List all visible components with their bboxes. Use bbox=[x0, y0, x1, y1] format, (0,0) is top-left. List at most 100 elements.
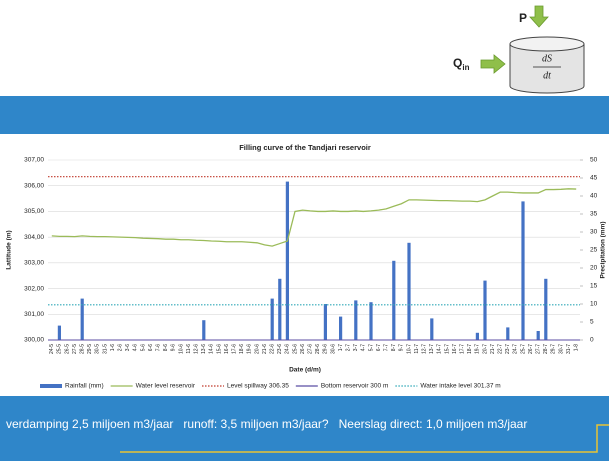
q-label: Qin bbox=[453, 56, 470, 72]
y2-tick-label: 35 bbox=[590, 211, 598, 218]
rain-bar bbox=[475, 332, 479, 340]
x-tick-label: 14-7 bbox=[437, 344, 443, 354]
rain-bar bbox=[536, 331, 540, 340]
x-tick-label: 22-6 bbox=[270, 344, 276, 354]
q-arrow bbox=[480, 54, 506, 74]
y-tick-label: 307,00 bbox=[24, 157, 44, 164]
x-tick-label: 23-6 bbox=[277, 344, 283, 354]
x-tick-label: 8-6 bbox=[163, 344, 169, 351]
rain-bar bbox=[392, 260, 396, 340]
rain-bar bbox=[354, 300, 358, 340]
rain-bar bbox=[506, 327, 510, 340]
x-tick-label: 25-6 bbox=[292, 344, 298, 354]
x-tick-label: 11-6 bbox=[186, 344, 192, 354]
x-tick-label: 31-7 bbox=[566, 344, 572, 354]
fraction-numerator: dS bbox=[542, 53, 552, 64]
x-tick-label: 21-7 bbox=[490, 344, 496, 354]
x-tick-label: 29-6 bbox=[323, 344, 329, 354]
x-tick-label: 16-7 bbox=[452, 344, 458, 354]
x-tick-label: 25-7 bbox=[520, 344, 526, 354]
x-tick-label: 10-7 bbox=[406, 344, 412, 354]
x-axis-title: Date (d/m) bbox=[289, 367, 321, 374]
reservoir-top bbox=[509, 36, 585, 52]
y2-tick-label: 0 bbox=[590, 337, 594, 344]
x-tick-label: 24-5 bbox=[49, 344, 55, 354]
q-subscript: in bbox=[462, 63, 469, 72]
x-tick-label: 26-7 bbox=[528, 344, 534, 354]
y-tick-label: 301,00 bbox=[24, 311, 44, 318]
x-tick-label: 26-5 bbox=[64, 344, 70, 354]
x-tick-label: 6-7 bbox=[376, 344, 382, 351]
footer-band bbox=[0, 396, 609, 461]
x-tick-label: 22-7 bbox=[498, 344, 504, 354]
x-tick-label: 19-7 bbox=[475, 344, 481, 354]
x-tick-label: 3-7 bbox=[353, 344, 359, 351]
footer-text: verdamping 2,5 miljoen m3/jaar runoff: 3… bbox=[6, 417, 527, 431]
x-tick-label: 20-7 bbox=[482, 344, 488, 354]
x-tick-label: 12-6 bbox=[194, 344, 200, 354]
x-tick-label: 15-7 bbox=[444, 344, 450, 354]
y-tick-label: 302,00 bbox=[24, 285, 44, 292]
x-tick-label: 15-6 bbox=[216, 344, 222, 354]
rain-bar bbox=[369, 302, 373, 340]
x-tick-label: 30-5 bbox=[95, 344, 101, 354]
legend-swatch bbox=[40, 384, 62, 388]
q-text: Q bbox=[453, 56, 462, 70]
y-tick-label: 300,00 bbox=[24, 337, 44, 344]
rain-bar bbox=[270, 298, 274, 340]
x-tick-label: 30-7 bbox=[558, 344, 564, 354]
rain-bar bbox=[323, 304, 327, 340]
x-tick-label: 5-7 bbox=[368, 344, 374, 351]
x-tick-label: 19-6 bbox=[247, 344, 253, 354]
x-tick-label: 1-7 bbox=[338, 344, 344, 351]
legend-label: Water intake level 301.37 m bbox=[420, 383, 500, 390]
x-tick-label: 29-7 bbox=[551, 344, 557, 354]
x-tick-label: 3-6 bbox=[125, 344, 131, 351]
x-tick-label: 17-6 bbox=[232, 344, 238, 354]
x-tick-label: 17-7 bbox=[460, 344, 466, 354]
rain-bar bbox=[202, 320, 206, 340]
y-tick-label: 304,00 bbox=[24, 234, 44, 241]
p-label: P bbox=[519, 11, 527, 25]
x-tick-label: 20-6 bbox=[254, 344, 260, 354]
x-tick-label: 31-5 bbox=[102, 344, 108, 354]
y2-tick-label: 30 bbox=[590, 229, 598, 236]
x-tick-label: 21-6 bbox=[262, 344, 268, 354]
x-tick-label: 27-6 bbox=[308, 344, 314, 354]
rain-bar bbox=[544, 278, 548, 340]
x-tick-label: 8-7 bbox=[391, 344, 397, 351]
x-tick-label: 4-6 bbox=[133, 344, 139, 351]
x-tick-label: 2-6 bbox=[118, 344, 124, 351]
x-tick-label: 9-7 bbox=[399, 344, 405, 351]
x-tick-label: 7-7 bbox=[384, 344, 390, 351]
x-tick-label: 29-5 bbox=[87, 344, 93, 354]
rain-bar bbox=[278, 278, 282, 340]
x-tick-label: 6-6 bbox=[148, 344, 154, 351]
y2-tick-label: 45 bbox=[590, 175, 598, 182]
water-level-line bbox=[51, 188, 577, 247]
y2-tick-label: 5 bbox=[590, 319, 594, 326]
rain-bar bbox=[57, 325, 61, 340]
footer-accent bbox=[120, 424, 609, 453]
rain-bar bbox=[483, 280, 487, 340]
y2-tick-label: 40 bbox=[590, 193, 598, 200]
x-tick-label: 23-7 bbox=[505, 344, 511, 354]
fraction-denominator: dt bbox=[543, 70, 551, 81]
y2-tick-label: 50 bbox=[590, 157, 598, 164]
x-tick-label: 12-7 bbox=[422, 344, 428, 354]
y-tick-label: 303,00 bbox=[24, 260, 44, 267]
x-tick-label: 11-7 bbox=[414, 344, 420, 354]
header-band bbox=[0, 96, 609, 134]
x-tick-label: 28-6 bbox=[315, 344, 321, 354]
x-tick-label: 2-7 bbox=[346, 344, 352, 351]
x-tick-label: 13-7 bbox=[429, 344, 435, 354]
rain-bar bbox=[285, 181, 289, 340]
water-balance-diagram: P Qin dS dt bbox=[453, 5, 585, 94]
y2-axis-title: Precipitation (mm) bbox=[600, 221, 607, 278]
x-tick-label: 26-6 bbox=[300, 344, 306, 354]
x-tick-label: 4-7 bbox=[361, 344, 367, 351]
x-tick-label: 1-6 bbox=[110, 344, 116, 351]
x-tick-label: 1-8 bbox=[574, 344, 580, 351]
